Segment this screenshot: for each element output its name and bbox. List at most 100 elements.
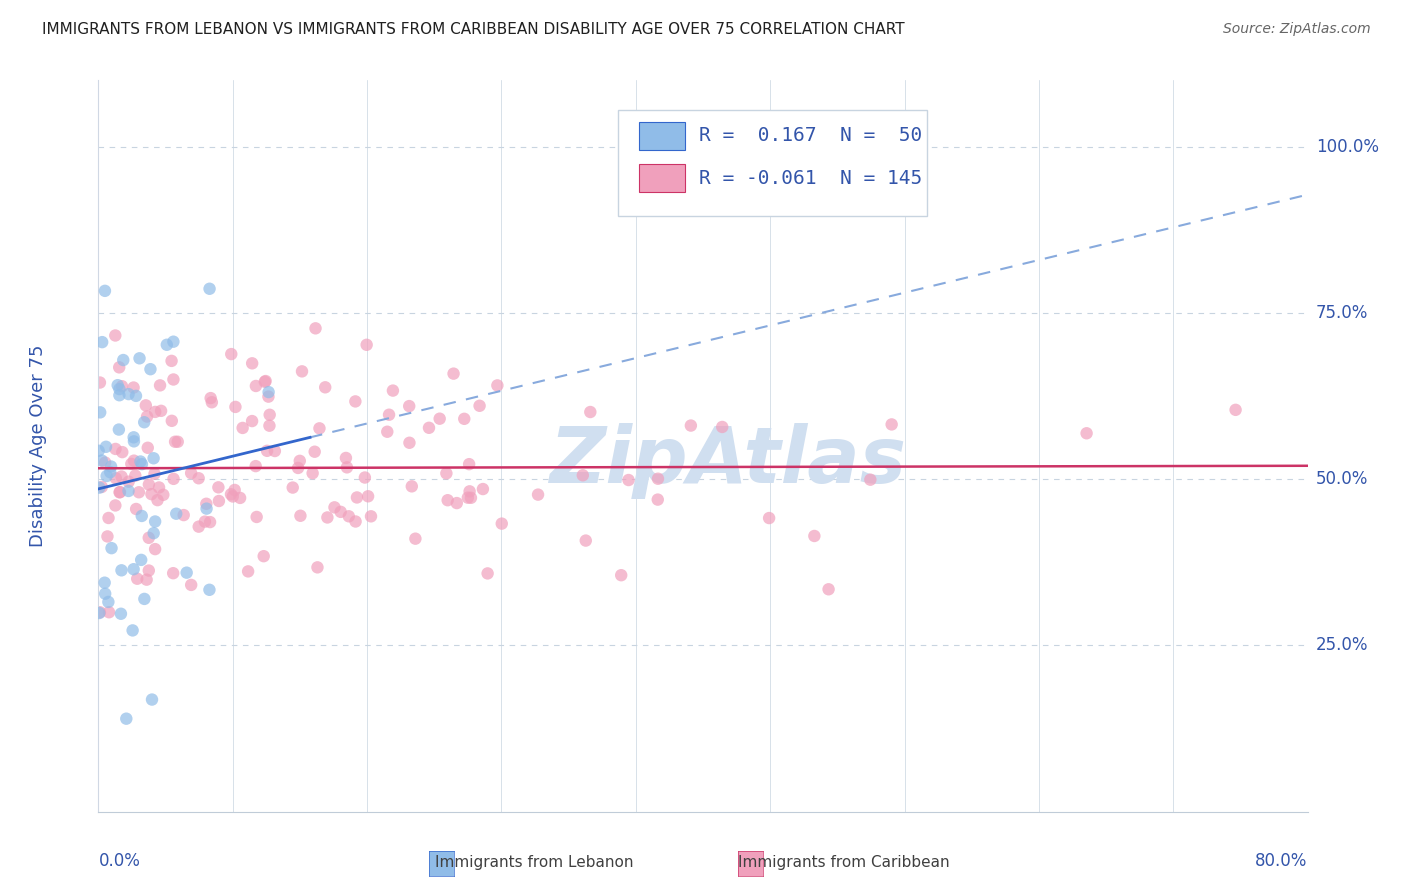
- Point: [173, 508, 195, 522]
- Point: [304, 321, 326, 335]
- Point: [246, 510, 269, 524]
- Point: [458, 457, 481, 471]
- Point: [118, 475, 141, 489]
- Point: [337, 509, 360, 524]
- Point: [142, 451, 165, 466]
- Point: [91, 335, 114, 350]
- Point: [281, 481, 304, 495]
- Point: [418, 421, 440, 435]
- Point: [443, 367, 465, 381]
- Point: [131, 457, 153, 471]
- Point: [146, 493, 169, 508]
- Point: [96, 469, 118, 483]
- Point: [104, 442, 127, 456]
- Point: [122, 430, 145, 444]
- Point: [141, 692, 163, 706]
- Point: [477, 566, 499, 581]
- Text: 0.0%: 0.0%: [98, 852, 141, 870]
- Point: [94, 456, 117, 470]
- Point: [579, 405, 602, 419]
- Point: [219, 347, 242, 361]
- Point: [401, 479, 423, 493]
- Text: 100.0%: 100.0%: [1316, 137, 1379, 156]
- Point: [291, 364, 314, 378]
- Point: [160, 414, 183, 428]
- Point: [89, 405, 111, 419]
- Point: [219, 487, 242, 501]
- Point: [647, 472, 669, 486]
- Point: [381, 384, 404, 398]
- Point: [89, 481, 111, 495]
- Point: [572, 468, 595, 483]
- Point: [859, 473, 882, 487]
- Point: [108, 485, 131, 500]
- Point: [288, 454, 311, 468]
- Point: [187, 519, 209, 533]
- Point: [460, 491, 482, 505]
- Point: [148, 480, 170, 494]
- Point: [344, 515, 367, 529]
- Point: [150, 404, 173, 418]
- Point: [165, 434, 187, 449]
- Point: [90, 453, 112, 467]
- Point: [141, 487, 163, 501]
- Point: [108, 485, 131, 500]
- Point: [356, 338, 378, 352]
- Point: [94, 440, 117, 454]
- Point: [104, 328, 127, 343]
- Point: [112, 353, 135, 368]
- Point: [232, 421, 254, 435]
- Point: [94, 587, 117, 601]
- Point: [240, 414, 263, 428]
- Point: [491, 516, 513, 531]
- Point: [100, 541, 122, 556]
- Point: [245, 379, 267, 393]
- Point: [162, 372, 184, 386]
- Point: [429, 411, 451, 425]
- Text: IMMIGRANTS FROM LEBANON VS IMMIGRANTS FROM CARIBBEAN DISABILITY AGE OVER 75 CORR: IMMIGRANTS FROM LEBANON VS IMMIGRANTS FR…: [42, 22, 905, 37]
- Point: [314, 380, 336, 394]
- Point: [97, 595, 120, 609]
- Text: Immigrants from Caribbean: Immigrants from Caribbean: [738, 855, 949, 870]
- Point: [198, 582, 221, 597]
- Point: [354, 470, 377, 484]
- Text: R =  0.167  N =  50: R = 0.167 N = 50: [699, 127, 922, 145]
- Text: 50.0%: 50.0%: [1316, 470, 1368, 488]
- Point: [257, 385, 280, 400]
- Point: [135, 573, 157, 587]
- Point: [259, 418, 281, 433]
- Point: [290, 508, 312, 523]
- Point: [194, 515, 217, 529]
- Point: [142, 526, 165, 541]
- Point: [121, 624, 143, 638]
- Point: [128, 351, 150, 366]
- Point: [679, 418, 702, 433]
- Point: [253, 549, 276, 564]
- Point: [136, 441, 159, 455]
- Point: [156, 338, 179, 352]
- Point: [236, 565, 259, 579]
- Point: [198, 282, 221, 296]
- Point: [110, 563, 132, 577]
- Point: [880, 417, 903, 432]
- Point: [122, 453, 145, 467]
- Point: [301, 466, 323, 480]
- Point: [89, 605, 111, 619]
- Point: [375, 425, 398, 439]
- Point: [165, 507, 187, 521]
- Point: [98, 605, 121, 619]
- Point: [486, 378, 509, 392]
- Point: [254, 374, 277, 388]
- Point: [360, 509, 382, 524]
- Point: [89, 606, 111, 620]
- Point: [152, 488, 174, 502]
- Point: [143, 515, 166, 529]
- Point: [143, 405, 166, 419]
- Point: [90, 480, 112, 494]
- Bar: [638, 122, 685, 150]
- Point: [127, 572, 149, 586]
- Point: [108, 388, 131, 402]
- Point: [134, 415, 156, 429]
- Point: [111, 379, 134, 393]
- Text: 80.0%: 80.0%: [1256, 852, 1308, 870]
